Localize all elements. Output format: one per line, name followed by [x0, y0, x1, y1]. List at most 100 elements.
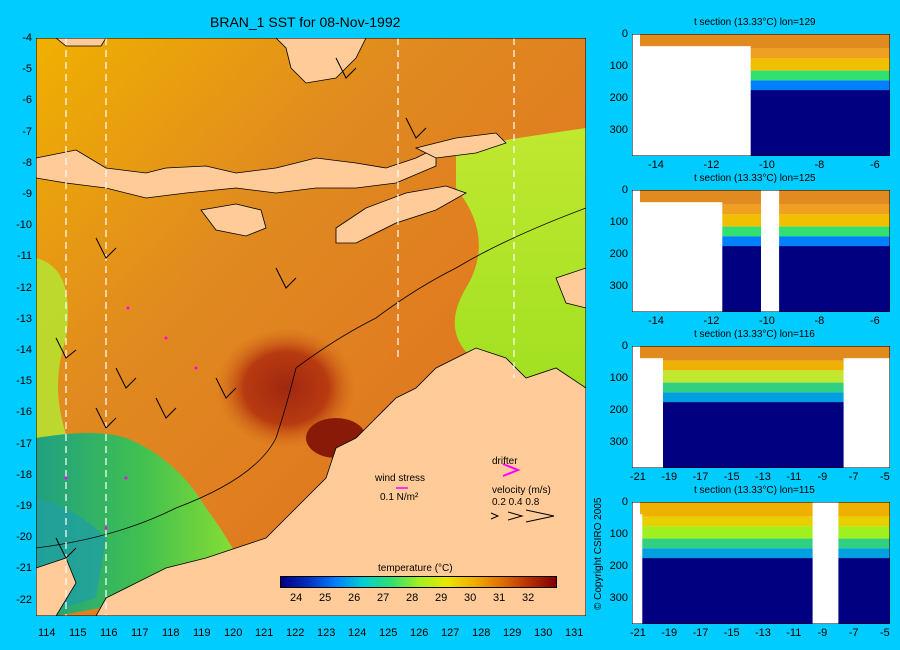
section-title: t section (13.33°C) lon=115 — [694, 485, 815, 496]
section-title: t section (13.33°C) lon=116 — [694, 329, 815, 340]
section-x-tick: -7 — [848, 471, 859, 483]
sulawesi-land — [275, 38, 367, 84]
wind-vectors — [55, 57, 427, 559]
section-plot — [632, 34, 890, 156]
lat-tick-label: -7 — [22, 125, 32, 138]
section-y-tick: 300 — [609, 592, 628, 604]
section-x-tick: -15 — [723, 627, 740, 639]
section-x-tick: -14 — [648, 159, 664, 171]
section-x-tick: -17 — [692, 627, 709, 639]
section-y-tick: 0 — [621, 496, 628, 508]
section-y-tick: 200 — [609, 92, 628, 104]
sumba-island — [200, 203, 267, 237]
section-x-tick: -10 — [759, 315, 775, 327]
warm-core — [216, 328, 356, 448]
colorbar-tick-label: 32 — [522, 592, 535, 604]
lat-tick-label: -16 — [16, 406, 32, 419]
lon-tick-label: 121 — [255, 627, 274, 639]
section-y-tick: 100 — [609, 528, 628, 540]
lon-tick-label: 120 — [224, 627, 243, 639]
section-y-tick: 300 — [609, 436, 628, 448]
lon-tick-label: 129 — [503, 627, 522, 639]
timor-island — [335, 185, 467, 244]
section-y-tick: 200 — [609, 404, 628, 416]
section-x-tick: -19 — [661, 471, 678, 483]
section-x-tick: -5 — [880, 471, 890, 483]
lat-tick-label: -6 — [22, 94, 32, 107]
drifter-label: drifter — [492, 456, 518, 467]
lon-tick-label: 128 — [472, 627, 491, 639]
colorbar-tick-label: 31 — [493, 592, 506, 604]
copyright-text: © Copyright CSIRO 2005 — [593, 497, 604, 610]
colorbar-tick-label: 25 — [319, 592, 332, 604]
lon-tick-label: 119 — [193, 627, 211, 639]
colorbar-tick-label: 28 — [406, 592, 419, 604]
section-x-tick: -15 — [723, 471, 740, 483]
section-x-tick: -11 — [786, 471, 802, 483]
lat-tick-label: -11 — [16, 250, 32, 263]
temperature-colorbar — [280, 576, 557, 588]
section-x-tick: -19 — [661, 627, 678, 639]
lon-tick-label: 131 — [565, 627, 584, 639]
section-x-tick: -11 — [786, 627, 802, 639]
lat-tick-label: -17 — [16, 437, 32, 450]
cool-water-ne — [454, 128, 586, 398]
borneo-land — [55, 38, 107, 47]
cool-water-west — [36, 258, 76, 478]
section-plot — [632, 346, 890, 468]
section-x-tick: -17 — [692, 471, 709, 483]
lat-tick-label: -9 — [22, 188, 32, 200]
section-x-tick: -14 — [648, 315, 664, 327]
section-y-tick: 200 — [609, 560, 628, 572]
drifter-marks — [64, 306, 198, 530]
colorbar-tick-label: 29 — [435, 592, 448, 604]
section-x-tick: -21 — [630, 627, 646, 639]
section-x-tick: -8 — [814, 315, 825, 327]
section-x-tick: -12 — [703, 159, 720, 171]
section-title: t section (13.33°C) lon=129 — [694, 17, 816, 28]
section-x-tick: -12 — [703, 315, 720, 327]
velocity-label: velocity (m/s) — [492, 485, 551, 496]
lon-tick-label: 116 — [100, 627, 118, 639]
wind-stress-label: wind stress — [375, 473, 426, 484]
lat-tick-label: -18 — [16, 468, 32, 481]
lon-tick-label: 124 — [348, 627, 367, 639]
section-x-tick: -7 — [848, 627, 859, 639]
section-x-tick: -6 — [870, 315, 880, 327]
lon-tick-label: 123 — [317, 627, 336, 639]
lat-tick-label: -19 — [16, 500, 32, 512]
lon-tick-label: 127 — [441, 627, 460, 639]
colorbar-label: temperature (°C) — [378, 563, 453, 574]
colorbar-tick-label: 30 — [464, 592, 477, 604]
lat-tick-label: -13 — [16, 312, 32, 325]
section-x-tick: -13 — [755, 627, 771, 639]
colorbar-tick-label: 26 — [348, 592, 361, 604]
section-x-tick: -5 — [880, 627, 890, 639]
wind-stress-scale: 0.1 N/m² — [380, 492, 419, 503]
velocity-scale: 0.2 0.4 0.8 — [492, 497, 540, 508]
lon-tick-label: 122 — [286, 627, 305, 639]
lat-tick-label: -12 — [16, 281, 32, 294]
lat-tick-label: -4 — [22, 32, 32, 44]
map-title: BRAN_1 SST for 08-Nov-1992 — [210, 14, 401, 30]
colorbar-tick-label: 24 — [290, 592, 303, 604]
section-plot — [632, 190, 890, 312]
sst-map — [36, 38, 586, 616]
australia-land — [95, 347, 586, 616]
lon-tick-label: 126 — [410, 627, 429, 639]
section-x-tick: -6 — [870, 159, 880, 171]
bathymetry-contour — [36, 207, 586, 549]
section-x-tick: -10 — [759, 159, 775, 171]
section-y-tick: 100 — [609, 216, 628, 228]
lon-tick-label: 118 — [162, 627, 180, 639]
lon-tick-label: 114 — [38, 627, 56, 639]
lat-tick-label: -10 — [16, 219, 32, 232]
section-x-tick: -13 — [755, 471, 771, 483]
section-title: t section (13.33°C) lon=125 — [694, 173, 816, 184]
drifter-symbol — [502, 463, 521, 477]
velocity-arrows — [490, 509, 555, 523]
section-y-tick: 0 — [621, 28, 628, 40]
lon-tick-label: 115 — [69, 627, 87, 639]
lat-tick-label: -21 — [16, 562, 32, 575]
section-x-tick: -21 — [630, 471, 646, 483]
